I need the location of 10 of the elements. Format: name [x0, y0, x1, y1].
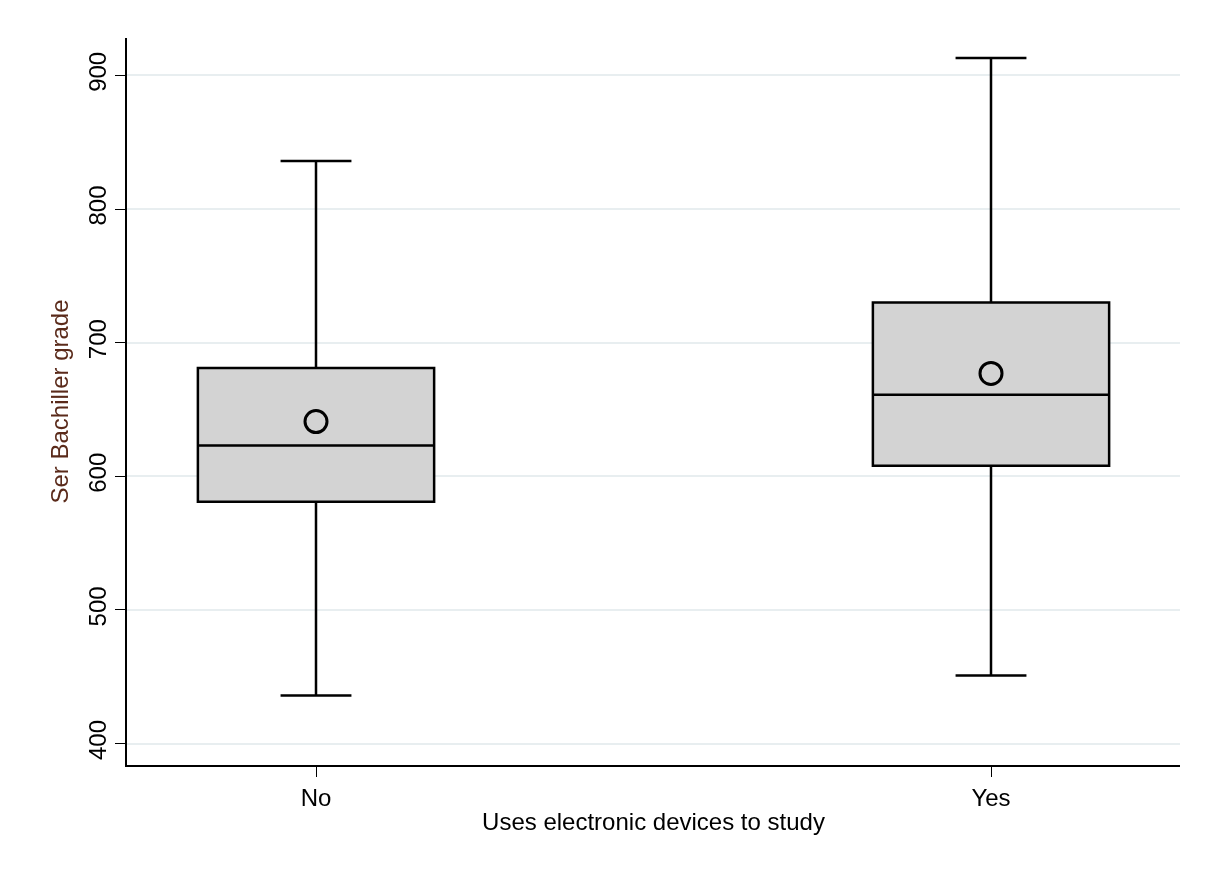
x-tick-label: Yes: [971, 783, 1011, 811]
y-tick-label: 900: [83, 51, 111, 92]
y-tick-label: 800: [83, 185, 111, 226]
y-axis-title: Ser Bachiller grade: [46, 299, 74, 504]
y-tick-label: 600: [83, 452, 111, 493]
y-tick-label: 500: [83, 586, 111, 627]
y-tick-label: 700: [83, 319, 111, 360]
y-tick-label: 400: [83, 720, 111, 761]
x-axis-title: Uses electronic devices to study: [482, 808, 825, 836]
x-tick-label: No: [300, 783, 332, 811]
